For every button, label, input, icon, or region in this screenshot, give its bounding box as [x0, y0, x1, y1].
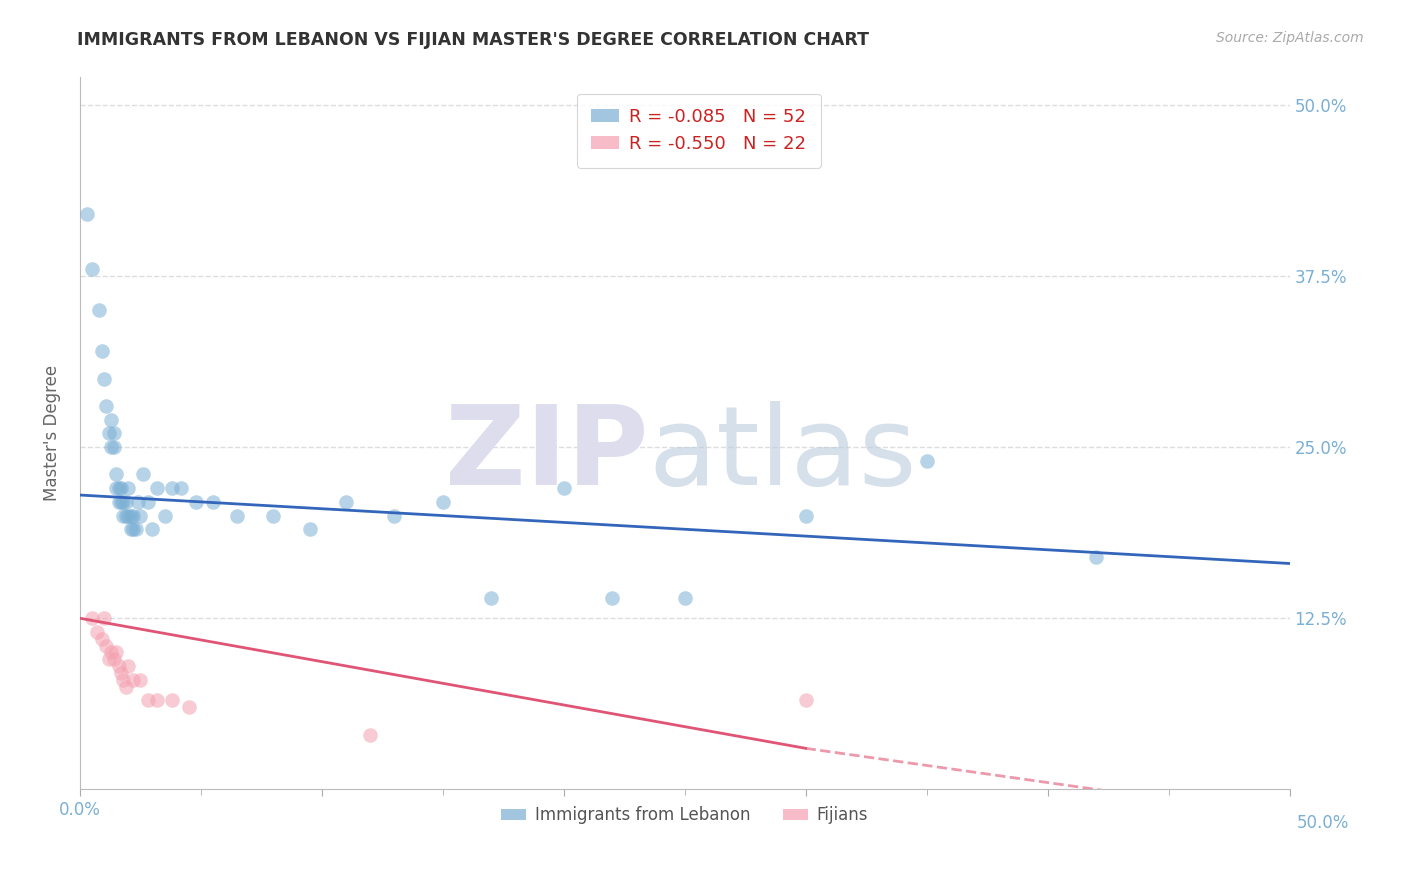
Point	[100, 440, 122, 454]
Point	[170, 481, 193, 495]
Point	[110, 666, 132, 681]
Point	[915, 454, 938, 468]
Point	[107, 481, 129, 495]
Text: atlas: atlas	[648, 401, 917, 508]
Point	[146, 481, 169, 495]
Point	[112, 495, 135, 509]
Point	[479, 591, 502, 605]
Point	[136, 495, 159, 509]
Point	[184, 495, 207, 509]
Point	[794, 508, 817, 523]
Point	[129, 508, 152, 523]
Point	[335, 495, 357, 509]
Point	[105, 467, 128, 482]
Legend: Immigrants from Lebanon, Fijians: Immigrants from Lebanon, Fijians	[495, 799, 875, 831]
Point	[146, 693, 169, 707]
Point	[90, 632, 112, 646]
Text: Source: ZipAtlas.com: Source: ZipAtlas.com	[1216, 31, 1364, 45]
Point	[107, 495, 129, 509]
Point	[160, 693, 183, 707]
Point	[107, 659, 129, 673]
Point	[97, 652, 120, 666]
Point	[794, 693, 817, 707]
Point	[127, 495, 149, 509]
Text: IMMIGRANTS FROM LEBANON VS FIJIAN MASTER'S DEGREE CORRELATION CHART: IMMIGRANTS FROM LEBANON VS FIJIAN MASTER…	[77, 31, 869, 49]
Point	[122, 673, 145, 687]
Point	[120, 508, 142, 523]
Point	[76, 207, 98, 221]
Point	[100, 645, 122, 659]
Point	[117, 659, 139, 673]
Point	[122, 508, 145, 523]
Point	[136, 693, 159, 707]
Point	[1084, 549, 1107, 564]
Point	[153, 508, 176, 523]
Point	[120, 522, 142, 536]
Point	[600, 591, 623, 605]
Point	[103, 426, 125, 441]
Point	[80, 262, 103, 277]
Point	[673, 591, 696, 605]
Point	[103, 440, 125, 454]
Point	[90, 344, 112, 359]
Point	[112, 508, 135, 523]
Point	[359, 728, 381, 742]
Point	[110, 495, 132, 509]
Point	[105, 645, 128, 659]
Point	[114, 495, 136, 509]
Text: ZIP: ZIP	[446, 401, 648, 508]
Point	[141, 522, 163, 536]
Point	[114, 680, 136, 694]
Point	[112, 673, 135, 687]
Point	[132, 467, 155, 482]
Point	[80, 611, 103, 625]
Point	[110, 481, 132, 495]
Point	[226, 508, 249, 523]
Point	[93, 371, 115, 385]
Point	[96, 399, 118, 413]
Point	[86, 624, 108, 639]
Point	[117, 481, 139, 495]
Point	[122, 522, 145, 536]
Point	[432, 495, 454, 509]
Point	[93, 611, 115, 625]
Point	[298, 522, 321, 536]
Point	[160, 481, 183, 495]
Point	[103, 652, 125, 666]
Point	[553, 481, 575, 495]
Point	[124, 522, 146, 536]
Point	[105, 481, 128, 495]
Point	[97, 426, 120, 441]
Point	[114, 508, 136, 523]
Point	[96, 639, 118, 653]
Y-axis label: Master's Degree: Master's Degree	[44, 366, 60, 501]
Point	[129, 673, 152, 687]
Point	[117, 508, 139, 523]
Point	[382, 508, 405, 523]
Point	[262, 508, 284, 523]
Point	[100, 413, 122, 427]
Text: 50.0%: 50.0%	[1296, 814, 1348, 832]
Point	[201, 495, 224, 509]
Point	[177, 700, 200, 714]
Point	[89, 303, 111, 318]
